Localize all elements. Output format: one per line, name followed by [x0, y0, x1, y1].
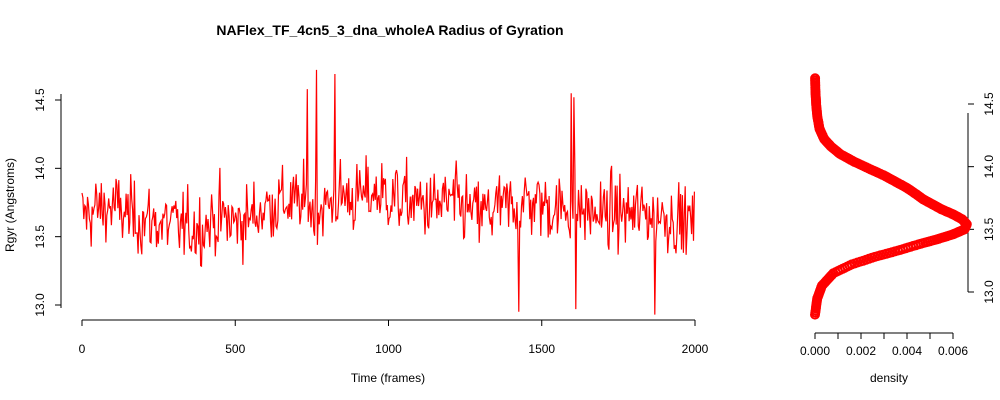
density-x-label: density: [870, 371, 908, 385]
density-plot: 0.000 0.002 0.004 0.006 13.0 13.5 14.0 14.5 de…: [800, 73, 996, 385]
density-y-tick-label: 14.5: [982, 92, 996, 116]
density-x-tick-label: 0.006: [938, 344, 968, 358]
x-ticks: 0 500 1000 1500 2000: [79, 320, 709, 356]
y-tick-label: 14.0: [33, 156, 47, 180]
density-y-ticks: 13.0 13.5 14.0 14.5: [968, 92, 996, 304]
x-axis-label: Time (frames): [351, 371, 425, 385]
x-tick-label: 1500: [528, 342, 555, 356]
rgyr-series-line: [81, 69, 695, 315]
density-x-tick-label: 0.000: [800, 344, 830, 358]
x-tick-label: 500: [225, 342, 245, 356]
density-curve: [810, 73, 972, 320]
density-y-tick-label: 13.0: [982, 280, 996, 304]
y-ticks: 13.0 13.5 14.0 14.5: [33, 88, 61, 317]
y-tick-label: 14.5: [33, 88, 47, 112]
x-tick-label: 0: [79, 342, 86, 356]
y-tick-label: 13.0: [33, 293, 47, 317]
density-y-tick-label: 14.0: [982, 155, 996, 179]
timeseries-plot: 13.0 13.5 14.0 14.5 0 500 1000 1500 2000 Time (…: [3, 69, 709, 385]
x-tick-label: 2000: [682, 342, 709, 356]
y-axis-label: Rgyr (Angstroms): [3, 158, 17, 252]
density-point: [810, 73, 821, 84]
y-tick-label: 13.5: [33, 225, 47, 249]
density-y-tick-label: 13.5: [982, 217, 996, 241]
chart-title: NAFlex_TF_4cn5_3_dna_wholeA Radius of Gy…: [216, 22, 563, 38]
density-x-tick-label: 0.002: [846, 344, 876, 358]
density-x-tick-label: 0.004: [892, 344, 922, 358]
density-x-ticks: 0.000 0.002 0.004 0.006: [800, 333, 968, 358]
x-tick-label: 1000: [375, 342, 402, 356]
